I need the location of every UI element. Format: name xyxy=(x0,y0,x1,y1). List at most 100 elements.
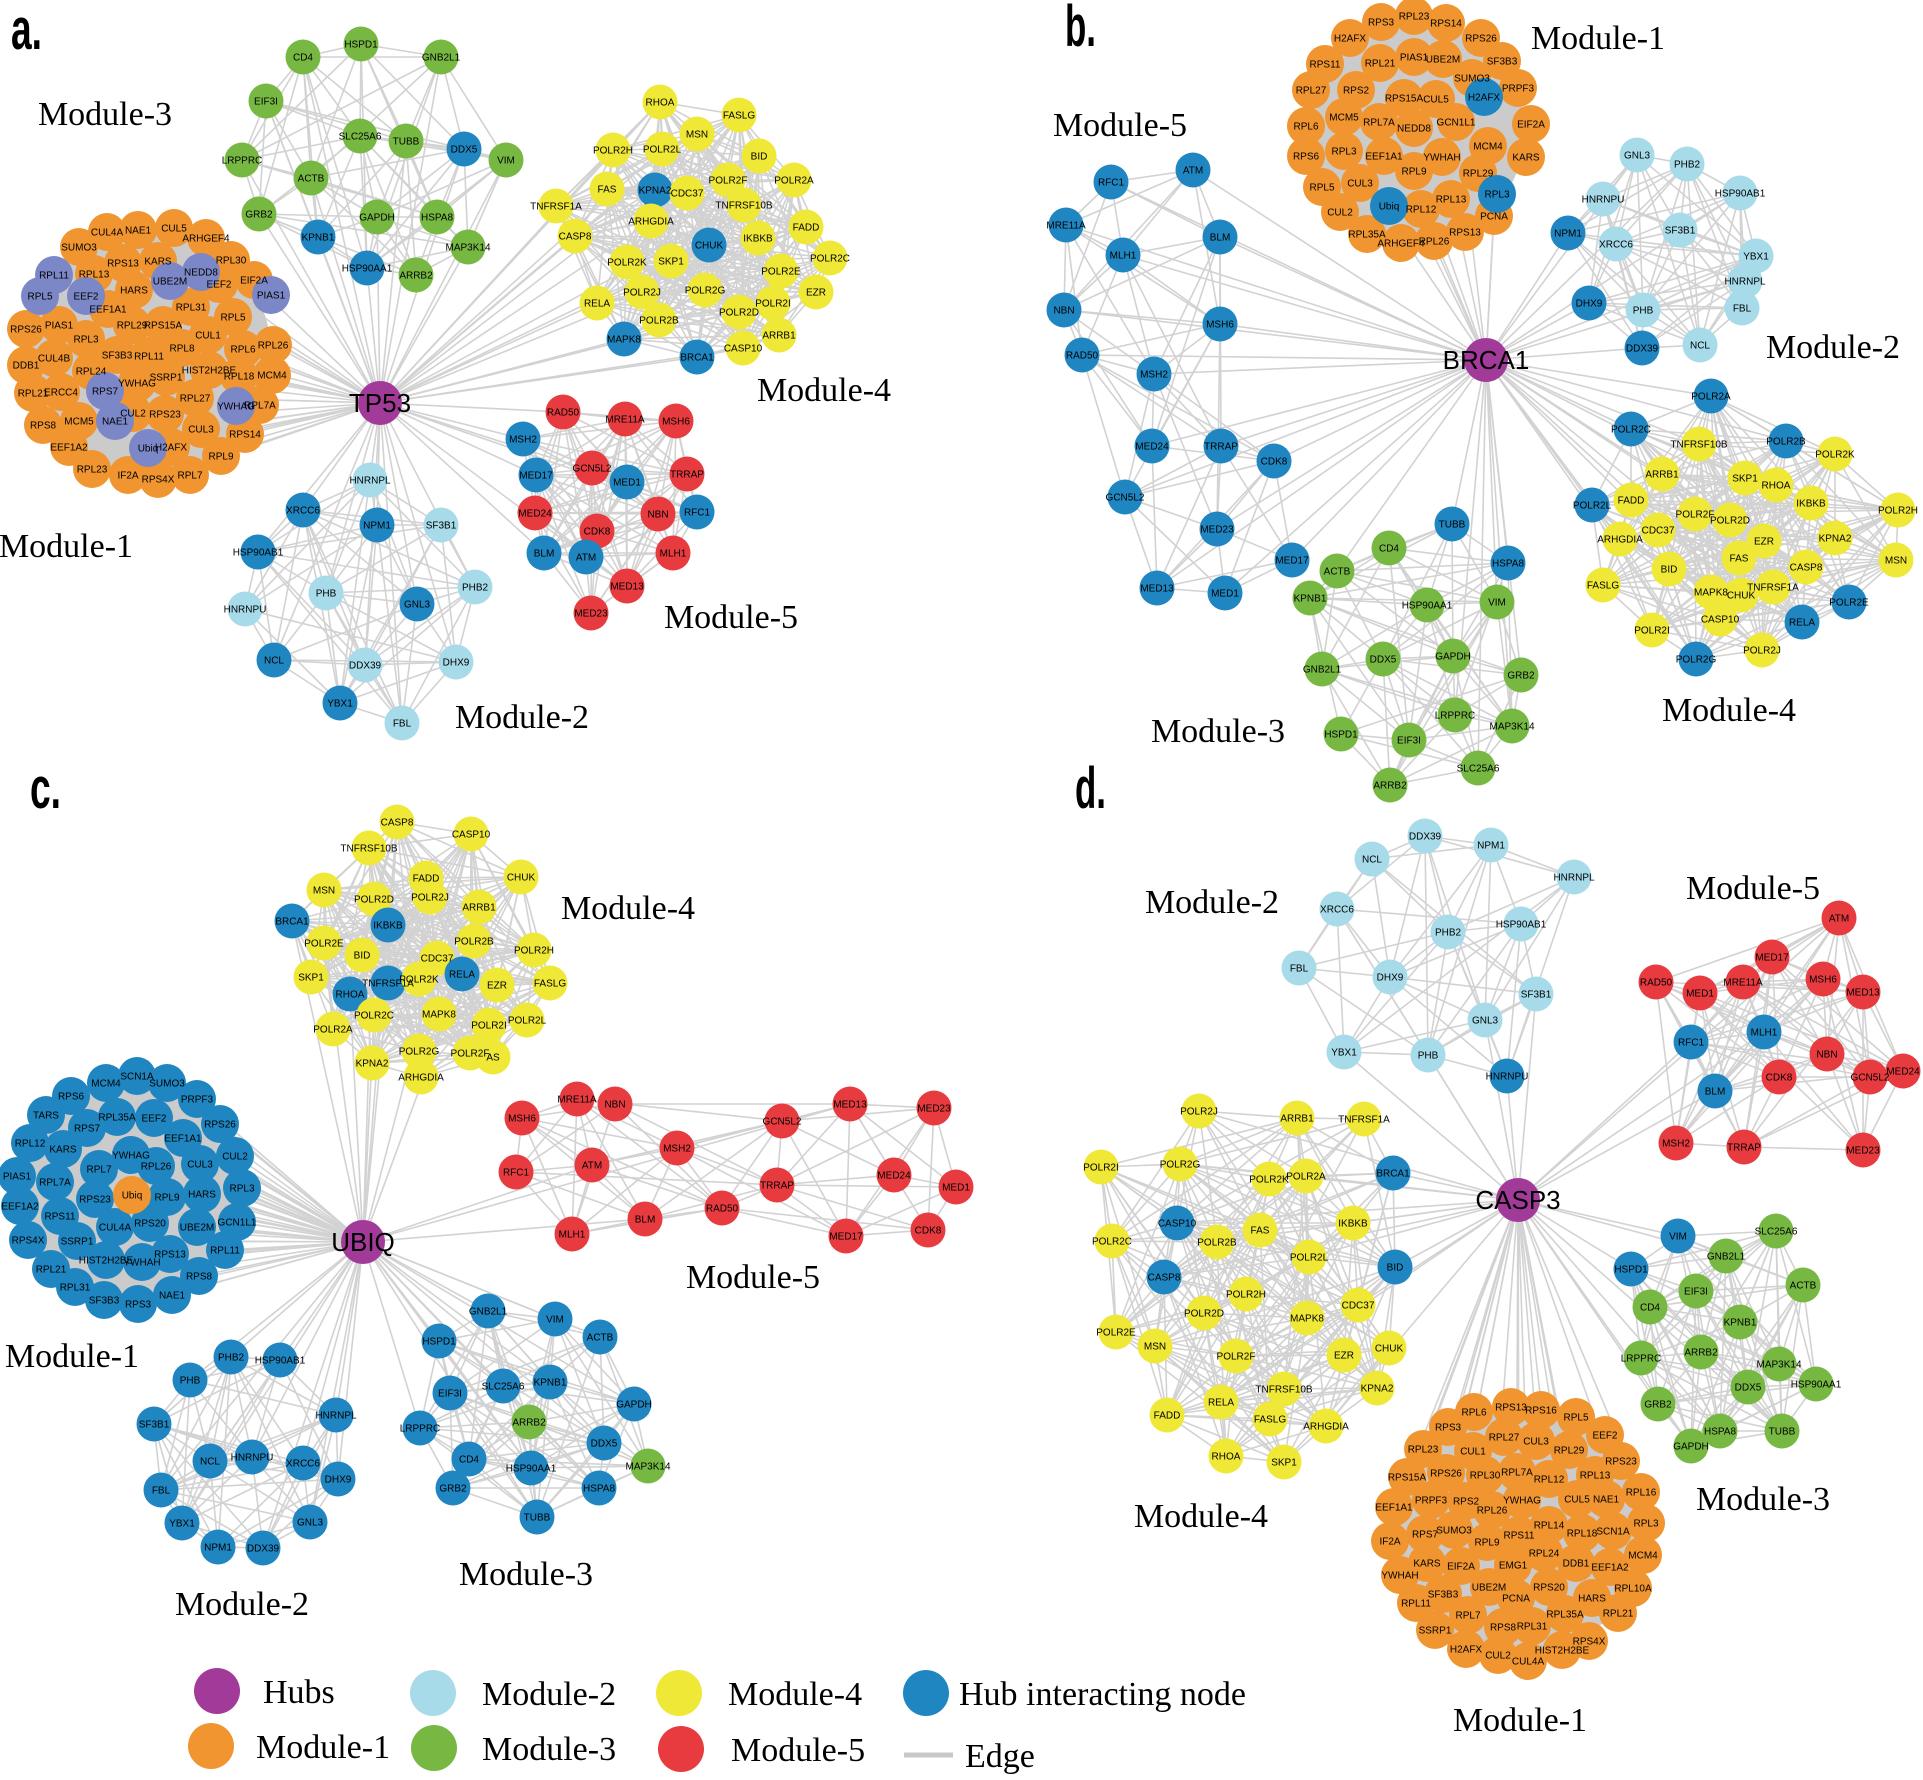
svg-text:POLR2G: POLR2G xyxy=(685,286,726,297)
svg-text:EEF1A1: EEF1A1 xyxy=(1365,152,1403,163)
svg-text:TNFRSF10B: TNFRSF10B xyxy=(715,201,773,212)
svg-text:POLR2H: POLR2H xyxy=(514,946,554,957)
svg-text:POLR2G: POLR2G xyxy=(1160,1160,1201,1171)
svg-text:UBE2M: UBE2M xyxy=(1472,1583,1506,1594)
svg-text:EIF3I: EIF3I xyxy=(438,1389,462,1400)
svg-text:RELA: RELA xyxy=(1789,618,1815,629)
svg-text:MRE11A: MRE11A xyxy=(557,1095,597,1106)
svg-text:RPS3: RPS3 xyxy=(125,1300,152,1311)
svg-text:MAP3K14: MAP3K14 xyxy=(445,243,490,254)
svg-text:YBX1: YBX1 xyxy=(1331,1048,1357,1059)
svg-text:MAPK8: MAPK8 xyxy=(1694,588,1728,599)
svg-text:RPS13: RPS13 xyxy=(1495,1403,1527,1414)
svg-text:RPS16: RPS16 xyxy=(1525,1406,1557,1417)
svg-text:RPL27: RPL27 xyxy=(1296,86,1327,97)
svg-text:MSH2: MSH2 xyxy=(1662,1139,1690,1150)
svg-text:RPL18: RPL18 xyxy=(1567,1529,1598,1540)
svg-text:HIST2H2BE: HIST2H2BE xyxy=(1535,1646,1590,1657)
svg-text:MSH6: MSH6 xyxy=(508,1114,536,1125)
svg-text:PHB2: PHB2 xyxy=(218,1353,245,1364)
svg-text:Edge: Edge xyxy=(965,1738,1035,1775)
svg-text:RPL21: RPL21 xyxy=(1603,1609,1634,1620)
svg-text:EEF1A2: EEF1A2 xyxy=(50,443,88,454)
svg-text:IKBKB: IKBKB xyxy=(373,921,403,932)
svg-text:MAP3K14: MAP3K14 xyxy=(1489,722,1534,733)
svg-text:RPL26: RPL26 xyxy=(1477,1506,1508,1517)
svg-text:BLM: BLM xyxy=(1705,1087,1726,1098)
svg-text:SKP1: SKP1 xyxy=(658,257,684,268)
svg-text:RPS13: RPS13 xyxy=(107,259,139,270)
svg-text:HSP90AB1: HSP90AB1 xyxy=(255,1356,306,1367)
svg-text:SF3B3: SF3B3 xyxy=(1428,1590,1459,1601)
svg-text:PIAS1: PIAS1 xyxy=(257,291,286,302)
svg-text:RPS15A: RPS15A xyxy=(1385,94,1424,105)
svg-text:Module-4: Module-4 xyxy=(728,1676,862,1713)
svg-text:TRRAP: TRRAP xyxy=(670,470,704,481)
svg-text:DDB1: DDB1 xyxy=(13,361,40,372)
svg-text:SSRP1: SSRP1 xyxy=(61,1237,94,1248)
svg-text:NBN: NBN xyxy=(1816,1050,1837,1061)
svg-text:EZR: EZR xyxy=(1754,537,1774,548)
svg-text:POLR2C: POLR2C xyxy=(1611,425,1651,436)
svg-text:UBE2M: UBE2M xyxy=(180,1223,214,1234)
svg-text:Module-2: Module-2 xyxy=(175,1586,309,1623)
svg-text:RPS6: RPS6 xyxy=(1293,152,1320,163)
svg-text:RPS6: RPS6 xyxy=(58,1092,85,1103)
svg-text:Module-3: Module-3 xyxy=(38,96,172,133)
svg-text:RPL5: RPL5 xyxy=(220,313,245,324)
svg-text:MSH2: MSH2 xyxy=(663,1144,691,1155)
svg-text:TRRAP: TRRAP xyxy=(1727,1143,1761,1154)
svg-text:TNFRSF10B: TNFRSF10B xyxy=(340,844,398,855)
svg-text:POLR2J: POLR2J xyxy=(411,893,449,904)
svg-text:GNB2L1: GNB2L1 xyxy=(1707,1252,1746,1263)
svg-text:GCN1L1: GCN1L1 xyxy=(218,1218,257,1229)
svg-text:RPS7: RPS7 xyxy=(1412,1530,1439,1541)
svg-text:PHB: PHB xyxy=(1633,306,1654,317)
svg-text:POLR2E: POLR2E xyxy=(1096,1328,1136,1339)
svg-text:RFC1: RFC1 xyxy=(503,1168,530,1179)
svg-text:BLM: BLM xyxy=(635,1215,656,1226)
svg-text:FASLG: FASLG xyxy=(534,979,566,990)
svg-text:HSPD1: HSPD1 xyxy=(1324,730,1358,741)
svg-text:ACTB: ACTB xyxy=(1790,1281,1817,1292)
svg-text:RPL27: RPL27 xyxy=(1489,1433,1520,1444)
svg-text:POLR2K: POLR2K xyxy=(607,258,647,269)
svg-text:DDX5: DDX5 xyxy=(1370,655,1397,666)
svg-text:PHB2: PHB2 xyxy=(1435,928,1462,939)
svg-text:EEF1A2: EEF1A2 xyxy=(1591,1563,1629,1574)
svg-text:EZR: EZR xyxy=(1334,1351,1354,1362)
svg-text:MRE11A: MRE11A xyxy=(1046,221,1086,232)
svg-text:MED23: MED23 xyxy=(1846,1146,1880,1157)
svg-text:SF3B1: SF3B1 xyxy=(139,1420,170,1431)
svg-text:RPS3: RPS3 xyxy=(1435,1423,1462,1434)
svg-text:NBN: NBN xyxy=(1053,306,1074,317)
svg-text:EIF3I: EIF3I xyxy=(1397,736,1421,747)
svg-text:SLC25A6: SLC25A6 xyxy=(1755,1227,1798,1238)
svg-text:BID: BID xyxy=(1387,1263,1404,1274)
svg-text:ACTB: ACTB xyxy=(298,174,325,185)
svg-text:NBN: NBN xyxy=(647,510,668,521)
svg-text:RPL31: RPL31 xyxy=(1517,1622,1548,1633)
svg-text:RPL13: RPL13 xyxy=(79,270,110,281)
svg-text:BRCA1: BRCA1 xyxy=(275,917,309,928)
svg-text:ARRB1: ARRB1 xyxy=(1645,470,1679,481)
svg-text:CUL2: CUL2 xyxy=(120,409,146,420)
svg-text:ARHGDIA: ARHGDIA xyxy=(628,217,674,228)
svg-text:RPL35A: RPL35A xyxy=(1546,1610,1584,1621)
svg-text:BID: BID xyxy=(1661,565,1678,576)
svg-text:GNB2L1: GNB2L1 xyxy=(422,53,461,64)
svg-text:MED24: MED24 xyxy=(518,509,552,520)
svg-text:CASP8: CASP8 xyxy=(381,818,414,829)
svg-text:b.: b. xyxy=(1065,0,1096,59)
svg-text:YBX1: YBX1 xyxy=(327,699,353,710)
svg-text:PCNA: PCNA xyxy=(1502,1594,1530,1605)
svg-text:KPNA2: KPNA2 xyxy=(1819,534,1852,545)
svg-text:MED17: MED17 xyxy=(1755,953,1789,964)
svg-text:POLR2J: POLR2J xyxy=(623,288,661,299)
svg-text:RPL9: RPL9 xyxy=(208,452,233,463)
svg-text:RPS11: RPS11 xyxy=(1310,60,1341,71)
svg-text:CHUK: CHUK xyxy=(1727,591,1756,602)
svg-text:SUMO3: SUMO3 xyxy=(149,1079,185,1090)
svg-text:RPS7: RPS7 xyxy=(74,1124,101,1135)
svg-text:EIF3I: EIF3I xyxy=(1684,1287,1708,1298)
